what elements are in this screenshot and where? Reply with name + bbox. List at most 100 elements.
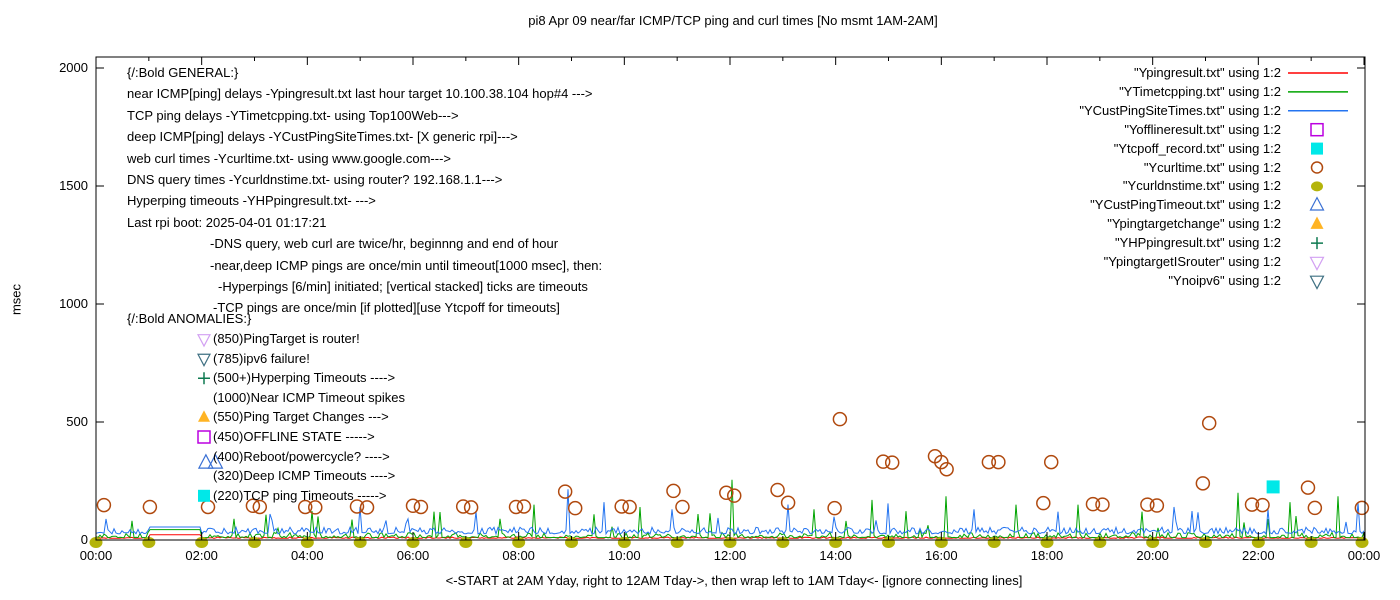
point-Ycurltime.txt xyxy=(142,499,158,515)
point-Ycurltime.txt xyxy=(780,495,796,510)
x-tick-label: 00:00 xyxy=(1347,548,1381,563)
legend-entry: "Ycurltime.txt" using 1:2 xyxy=(1143,159,1281,175)
y-tick-label: 500 xyxy=(66,414,88,429)
x-tick-label: 10:00 xyxy=(608,548,641,563)
legend-entry: "Yofflineresult.txt" using 1:2 xyxy=(1124,121,1281,137)
y-tick-label: 1000 xyxy=(59,296,88,311)
general-line: -near,deep ICMP pings are once/min until… xyxy=(210,257,603,273)
general-line: web curl times -Ycurltime.txt- using www… xyxy=(127,150,452,166)
general-line: TCP ping delays -YTimetcpping.txt- using… xyxy=(127,107,459,123)
point-YCustPingTimeout.txt xyxy=(207,453,224,469)
point-Ycurltime.txt xyxy=(939,461,954,477)
chart-title: pi8 Apr 09 near/far ICMP/TCP ping and cu… xyxy=(528,13,938,28)
point-Ycurltime.txt xyxy=(827,500,842,516)
point-Ycurltime.txt xyxy=(1244,497,1260,512)
y-axis-label: msec xyxy=(8,283,24,316)
point-Ycurltime.txt xyxy=(832,411,848,427)
point-Ycurltime.txt xyxy=(622,499,637,515)
x-tick-label: 00:00 xyxy=(79,548,113,563)
point-Ycurltime.txt xyxy=(557,484,573,499)
point-YCustPingTimeout.txt xyxy=(197,453,214,469)
point-Ycurltime.txt xyxy=(1140,497,1155,512)
anomaly-marker xyxy=(198,489,210,502)
legend-entry: "Ytcpoff_record.txt" using 1:2 xyxy=(1113,140,1281,156)
general-line: -Hyperpings [6/min] initiated; [vertical… xyxy=(218,279,588,294)
general-line: Last rpi boot: 2025-04-01 01:17:21 xyxy=(127,214,327,230)
point-Ycurltime.txt xyxy=(1307,500,1323,516)
x-tick-label: 02:00 xyxy=(185,548,218,563)
legend-sample xyxy=(1311,181,1323,192)
general-line: -TCP pings are once/min [if plotted][use… xyxy=(213,300,560,316)
anomaly-marker xyxy=(197,334,211,348)
legend-entry: "YCustPingSiteTimes.txt" using 1:2 xyxy=(1079,102,1281,118)
legend-entry: "Ypingresult.txt" using 1:2 xyxy=(1133,65,1281,80)
x-tick-label: 12:00 xyxy=(713,548,747,563)
legend-entry: "Ypingtargetchange" using 1:2 xyxy=(1107,216,1281,232)
x-tick-label: 16:00 xyxy=(925,548,958,563)
point-Ycurltime.txt xyxy=(508,499,524,515)
anomaly-row: (320)Deep ICMP Timeouts ----> xyxy=(213,468,396,484)
x-tick-label: 06:00 xyxy=(396,548,430,563)
y-tick-label: 1500 xyxy=(59,178,88,193)
point-Ycurltime.txt xyxy=(1255,497,1270,513)
legend-entry: "YCustPingTimeout.txt" using 1:2 xyxy=(1090,197,1281,213)
point-Ycurltime.txt xyxy=(1195,476,1211,491)
point-Ycurltime.txt xyxy=(567,500,583,516)
point-Ycurltime.txt xyxy=(455,499,471,514)
point-Ycurltime.txt xyxy=(349,499,365,514)
x-axis-caption: <-START at 2AM Yday, right to 12AM Tday-… xyxy=(445,573,1023,588)
legend-sample xyxy=(1309,196,1325,211)
legend-sample xyxy=(1311,142,1323,155)
legend-entry: "Ynoipv6" using 1:2 xyxy=(1168,272,1281,288)
point-Ycurltime.txt xyxy=(252,499,268,515)
dns-dot xyxy=(1355,537,1369,548)
x-tick-label: 20:00 xyxy=(1136,548,1169,563)
point-Ycurltime.txt xyxy=(516,499,532,514)
anomaly-row: (500+)Hyperping Timeouts ----> xyxy=(213,370,396,386)
point-Ycurltime.txt xyxy=(359,500,375,515)
legend-sample xyxy=(1309,256,1325,271)
point-Ycurltime.txt xyxy=(1095,497,1110,512)
point-Ytcpoff_record.txt xyxy=(1266,480,1280,494)
anomaly-row: (785)ipv6 failure! xyxy=(213,350,310,366)
legend-entry: "YHPpingresult.txt" using 1:2 xyxy=(1114,235,1281,251)
legend-entry: "YTimetcpping.txt" using 1:2 xyxy=(1119,83,1281,99)
point-Ycurltime.txt xyxy=(719,485,734,501)
x-tick-label: 04:00 xyxy=(291,548,324,563)
point-Ycurltime.txt xyxy=(96,497,112,513)
anomalies-title: {/:Bold ANOMALIES:} xyxy=(127,311,252,326)
point-Ycurltime.txt xyxy=(1354,500,1370,516)
point-Ycurltime.txt xyxy=(726,488,742,503)
general-line: DNS query times -Ycurldnstime.txt- using… xyxy=(127,172,503,187)
x-tick-label: 14:00 xyxy=(819,548,852,563)
point-Ycurltime.txt xyxy=(297,499,313,515)
point-Ycurltime.txt xyxy=(1036,495,1051,511)
point-Ycurltime.txt xyxy=(614,499,629,514)
legend-sample xyxy=(1310,122,1324,137)
x-tick-label: 22:00 xyxy=(1242,548,1275,563)
anomaly-row: (400)Reboot/powercycle? ----> xyxy=(213,448,390,464)
general-line: {/:Bold GENERAL:} xyxy=(127,65,239,80)
y-tick-label: 0 xyxy=(80,532,88,547)
point-Ycurltime.txt xyxy=(1149,498,1165,513)
point-Ycurltime.txt xyxy=(666,483,681,499)
x-tick-label: 08:00 xyxy=(502,548,535,563)
anomaly-row: (550)Ping Target Changes ---> xyxy=(213,409,389,425)
anomaly-marker xyxy=(198,372,210,385)
anomaly-row: (850)PingTarget is router! xyxy=(213,331,360,346)
legend-sample xyxy=(1309,275,1325,290)
point-Ycurltime.txt xyxy=(1043,454,1059,470)
point-Ycurltime.txt xyxy=(770,482,785,498)
series-YCustPingSiteTimes.txt xyxy=(95,489,1365,536)
legend-sample xyxy=(1311,237,1323,250)
anomaly-row: (1000)Near ICMP Timeout spikes xyxy=(213,389,405,405)
point-Ycurltime.txt xyxy=(981,454,997,470)
legend-sample xyxy=(1310,161,1324,174)
point-Ycurltime.txt xyxy=(405,498,421,514)
point-Ycurltime.txt xyxy=(675,499,690,515)
legend-sample xyxy=(1310,216,1324,229)
point-Ycurltime.txt xyxy=(463,500,479,515)
general-line: near ICMP[ping] delays -Ypingresult.txt … xyxy=(127,86,593,102)
